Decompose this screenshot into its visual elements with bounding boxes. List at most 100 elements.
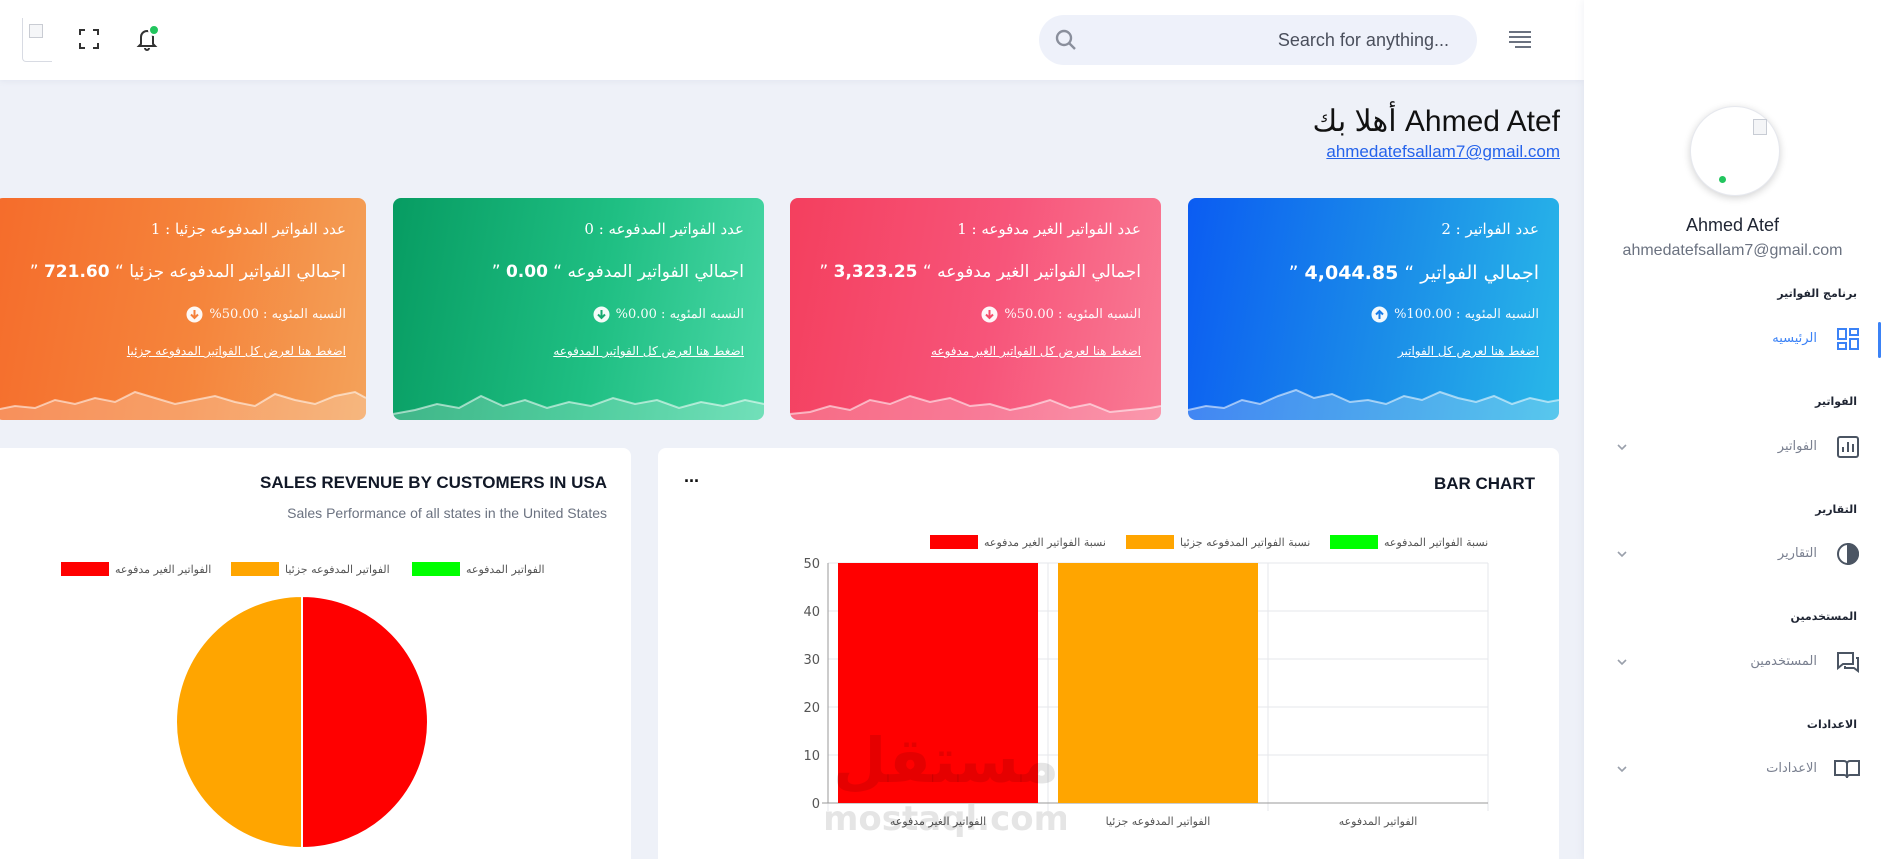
legend-label: نسبة الفواتير المدفوعه جزئيا bbox=[1180, 535, 1311, 549]
legend-swatch bbox=[412, 562, 460, 576]
legend-paid[interactable]: الفواتير المدفوعه bbox=[412, 562, 545, 576]
view-all-invoices-link[interactable]: اضغط هنا لعرض كل الفواتير bbox=[1397, 344, 1539, 358]
legend-paid-ratio[interactable]: نسبة الفواتير المدفوعه bbox=[1330, 535, 1488, 549]
x-tick-label: الفواتير المدفوعه جزئيا bbox=[1106, 815, 1211, 828]
y-tick-label: 40 bbox=[803, 605, 820, 620]
welcome-email-link[interactable]: ahmedatefsallam7@gmail.com bbox=[1326, 142, 1560, 161]
bar-chart-icon bbox=[1837, 436, 1859, 458]
bar-chart-title: BAR CHART bbox=[1433, 474, 1535, 493]
chevron-down-icon bbox=[1617, 444, 1627, 451]
card-percent: النسبه المئويه : 50.00% bbox=[186, 306, 346, 323]
stat-card-unpaid-invoices: عدد الفواتير الغير مدفوعه : 1 اجمالي الف… bbox=[790, 198, 1161, 420]
sidebar-section-reports: التقارير bbox=[1815, 503, 1857, 516]
legend-swatch bbox=[1126, 535, 1174, 549]
pie-chart-subtitle: Sales Performance of all states in the U… bbox=[287, 505, 607, 521]
card-total-value: 4,044.85 bbox=[1304, 262, 1399, 284]
view-partially-paid-invoices-link[interactable]: اضغط هنا لعرض كل الفواتير المدفوعه جزئيا bbox=[126, 344, 346, 358]
sidebar-section-invoices: الفواتير bbox=[1815, 395, 1857, 408]
card-total: اجمالي الفواتير الغير مدفوعه “ 3,323.25 … bbox=[819, 262, 1141, 282]
view-paid-invoices-link[interactable]: اضغط هنا لعرض كل الفواتير المدفوعه bbox=[553, 344, 744, 358]
pie-chart-panel: SALES REVENUE BY CUSTOMERS IN USA Sales … bbox=[0, 448, 631, 859]
card-total: اجمالي الفواتير المدفوعه “ 0.00 ” bbox=[491, 262, 744, 282]
pie-chart-icon bbox=[1837, 542, 1859, 566]
card-percent: النسبه المئويه : 100.00% bbox=[1371, 306, 1539, 323]
legend-partially-paid[interactable]: الفواتير المدفوعه جزئيا bbox=[231, 562, 390, 576]
card-percent-label: النسبه المئويه : 50.00% bbox=[209, 307, 346, 322]
legend-label: الفواتير المدفوعه bbox=[466, 562, 545, 576]
card-percent: النسبه المئويه : 0.00% bbox=[593, 306, 744, 323]
search-bar[interactable] bbox=[1039, 15, 1477, 65]
bar-chart: 0 10 20 30 40 50 الفواتير الغير مدفوعه الفواتير… bbox=[803, 557, 1489, 828]
card-title: عدد الفواتير المدفوعه جزئيا : 1 bbox=[150, 220, 346, 238]
card-total-label: اجمالي الفواتير الغير مدفوعه bbox=[937, 262, 1141, 282]
card-total: اجمالي الفواتير المدفوعه جزئيا “ 721.60 … bbox=[29, 262, 346, 282]
stat-card-paid-invoices: عدد الفواتير المدفوعه : 0 اجمالي الفواتي… bbox=[393, 198, 764, 420]
legend-partial-ratio[interactable]: نسبة الفواتير المدفوعه جزئيا bbox=[1126, 535, 1310, 549]
card-total-label: اجمالي الفواتير المدفوعه bbox=[567, 262, 744, 282]
sidebar-user-name: Ahmed Atef bbox=[1685, 215, 1780, 235]
legend-unpaid-ratio[interactable]: نسبة الفواتير الغير مدفوعه bbox=[930, 535, 1106, 549]
sidebar-item-label: الرئيسيه bbox=[1772, 331, 1817, 346]
sidebar-item-label: الاعدادات bbox=[1766, 761, 1817, 776]
card-percent-label: النسبه المئويه : 0.00% bbox=[615, 307, 744, 322]
menu-toggle-button[interactable] bbox=[1506, 27, 1534, 55]
legend-label: نسبة الفواتير الغير مدفوعه bbox=[984, 535, 1106, 549]
view-unpaid-invoices-link[interactable]: اضغط هنا لعرض كل الفواتير الغير مدفوعه bbox=[930, 344, 1141, 358]
card-percent-label: النسبه المئويه : 50.00% bbox=[1004, 307, 1141, 322]
more-options-button[interactable]: ... bbox=[684, 466, 700, 486]
logo-image[interactable] bbox=[22, 18, 52, 62]
x-tick-label: الفواتير المدفوعه bbox=[1339, 815, 1418, 828]
card-percent-label: النسبه المئويه : 100.00% bbox=[1394, 307, 1539, 322]
legend-unpaid[interactable]: الفواتير الغير مدفوعه bbox=[61, 562, 211, 576]
arrow-up-circle-icon bbox=[1371, 306, 1388, 323]
sidebar-item-label: الفواتير bbox=[1777, 439, 1817, 454]
fullscreen-icon bbox=[79, 29, 99, 49]
active-indicator bbox=[1878, 322, 1881, 358]
y-tick-label: 10 bbox=[803, 749, 820, 764]
search-input[interactable] bbox=[1095, 15, 1449, 65]
card-total-label: اجمالي الفواتير bbox=[1420, 262, 1539, 284]
fullscreen-button[interactable] bbox=[74, 24, 104, 54]
card-title: عدد الفواتير : 2 bbox=[1441, 220, 1539, 238]
chat-icon bbox=[1837, 652, 1859, 673]
sidebar-item-reports[interactable]: التقارير bbox=[1614, 537, 1861, 573]
pie-slice[interactable] bbox=[175, 594, 303, 850]
sidebar-item-invoices[interactable]: الفواتير bbox=[1614, 430, 1861, 466]
card-total-value: 3,323.25 bbox=[833, 262, 918, 282]
sparkline bbox=[1188, 388, 1559, 420]
arrow-down-circle-icon bbox=[593, 306, 610, 323]
top-header bbox=[0, 0, 1584, 80]
legend-swatch bbox=[1330, 535, 1378, 549]
notifications-button[interactable] bbox=[132, 24, 162, 54]
menu-icon bbox=[1509, 31, 1531, 48]
sidebar: Ahmed Atef ahmedatefsallam7@gmail.com بر… bbox=[1584, 0, 1881, 859]
sidebar-item-home[interactable]: الرئيسيه bbox=[1614, 322, 1861, 358]
stat-card-total-invoices: عدد الفواتير : 2 اجمالي الفواتير “ 4,044… bbox=[1188, 198, 1559, 420]
sidebar-item-users[interactable]: المستخدمين bbox=[1614, 645, 1861, 681]
legend-label: الفواتير الغير مدفوعه bbox=[115, 562, 212, 576]
y-tick-label: 20 bbox=[803, 701, 820, 716]
sidebar-item-settings[interactable]: الاعدادات bbox=[1614, 752, 1861, 788]
stat-card-partially-paid-invoices: عدد الفواتير المدفوعه جزئيا : 1 اجمالي ا… bbox=[0, 198, 366, 420]
sidebar-item-label: التقارير bbox=[1777, 546, 1817, 561]
sparkline bbox=[0, 390, 366, 420]
avatar[interactable] bbox=[1690, 106, 1780, 196]
pie-slice[interactable] bbox=[301, 594, 429, 850]
online-status-dot bbox=[1717, 174, 1728, 185]
y-tick-label: 30 bbox=[803, 653, 820, 668]
search-icon bbox=[1055, 29, 1076, 50]
bar[interactable] bbox=[838, 563, 1038, 803]
sidebar-section-settings: الاعدادات bbox=[1806, 718, 1857, 731]
chevron-down-icon bbox=[1617, 551, 1627, 558]
book-icon bbox=[1834, 760, 1860, 779]
chevron-down-icon bbox=[1617, 659, 1627, 666]
sidebar-section-invoice-program: برنامج الفواتير bbox=[1777, 287, 1857, 300]
legend-swatch bbox=[231, 562, 279, 576]
card-total-label: اجمالي الفواتير المدفوعه جزئيا bbox=[129, 262, 346, 282]
y-tick-label: 0 bbox=[812, 797, 820, 812]
notification-dot bbox=[148, 24, 160, 36]
sparkline bbox=[790, 394, 1161, 420]
sidebar-item-label: المستخدمين bbox=[1750, 654, 1817, 669]
bar[interactable] bbox=[1058, 563, 1258, 803]
sidebar-user-email: ahmedatefsallam7@gmail.com bbox=[1622, 242, 1843, 259]
